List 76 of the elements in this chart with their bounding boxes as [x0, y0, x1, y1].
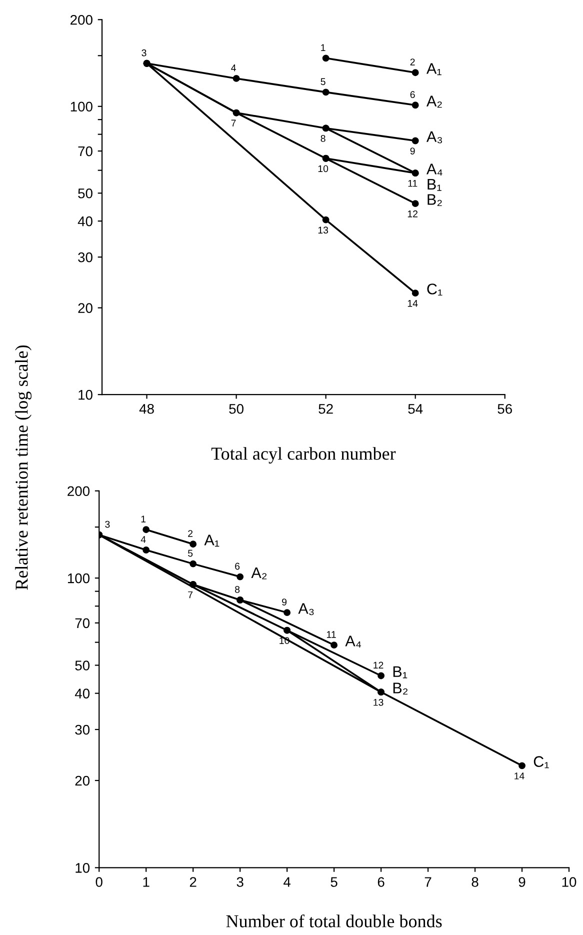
series-label: A₁	[204, 534, 220, 547]
annotation: 5	[320, 78, 326, 86]
x-tick-label: 0	[96, 877, 102, 887]
annotation: 14	[514, 772, 524, 780]
y-tick-label: 30	[75, 724, 90, 735]
y-tick-label: 200	[68, 486, 90, 496]
x-tick-label: 6	[378, 877, 384, 887]
series-label: A₂	[426, 96, 442, 108]
series-label: A₁	[426, 63, 442, 76]
x-axis-title: Number of total double bonds	[226, 914, 442, 928]
x-tick-label: 50	[229, 404, 244, 414]
y-tick-label: 40	[74, 688, 90, 698]
series-label: C₁	[427, 284, 442, 296]
annotation: 7	[231, 120, 236, 126]
annotation: 8	[320, 135, 326, 142]
y-tick-label: 100	[70, 102, 92, 112]
series-label: B₂	[428, 194, 442, 206]
series-label: B₂	[393, 682, 408, 695]
x-tick-label: 5	[330, 877, 338, 887]
y-tick-label: 50	[75, 660, 90, 670]
annotation: 3	[142, 49, 146, 56]
series-label: B₁	[393, 666, 408, 678]
y-tick-label: 70	[75, 618, 90, 628]
y-tick-label: 100	[68, 573, 90, 584]
x-tick-label: 7	[424, 877, 432, 887]
annotation: 10	[318, 165, 328, 172]
annotation: 12	[408, 210, 418, 218]
y-axis-title: Relative retention time (log scale)	[15, 345, 32, 590]
annotation: 2	[188, 530, 193, 537]
annotation: 12	[374, 662, 384, 669]
series-label: C₁	[534, 756, 549, 768]
series-label: A₄	[345, 636, 362, 648]
x-tick-label: 54	[408, 404, 423, 414]
y-tick-label: 30	[78, 252, 92, 262]
x-tick-label: 3	[236, 877, 244, 887]
x-tick-label: 56	[498, 404, 512, 414]
annotation: 6	[235, 562, 240, 570]
annotation: 13	[318, 226, 328, 234]
x-tick-label: 48	[139, 404, 154, 414]
x-tick-label: 1	[143, 877, 150, 887]
x-tick-label: 8	[472, 877, 478, 887]
x-tick-label: 10	[562, 877, 576, 887]
annotation: 13	[374, 698, 384, 706]
annotation: 1	[141, 516, 146, 522]
y-tick-label: 200	[70, 14, 92, 25]
x-tick-label: 2	[190, 877, 196, 887]
x-tick-label: 4	[284, 877, 291, 887]
y-tick-label: 10	[76, 863, 90, 873]
series-label: A₃	[298, 603, 314, 616]
annotation: 14	[408, 300, 418, 307]
y-tick-label: 40	[78, 216, 92, 226]
annotation: 8	[235, 586, 240, 593]
y-tick-label: 50	[78, 188, 92, 198]
x-axis-title: Total acyl carbon number	[211, 447, 396, 464]
annotation: 2	[410, 58, 415, 66]
annotation: 5	[188, 550, 193, 557]
annotation: 4	[140, 536, 146, 543]
annotation: 7	[188, 591, 193, 598]
series-label: A₄	[426, 164, 442, 176]
y-tick-label: 10	[78, 390, 92, 400]
series-label: B₁	[428, 179, 442, 191]
annotation: 4	[231, 64, 236, 72]
y-tick-label: 70	[78, 146, 92, 156]
annotation: 11	[326, 631, 336, 638]
annotation: 9	[282, 598, 287, 606]
y-tick-label: 20	[75, 776, 90, 786]
x-tick-label: 9	[518, 877, 526, 887]
series-label: A₃	[426, 131, 442, 144]
annotation: 9	[410, 148, 415, 154]
annotation: 11	[408, 180, 418, 187]
annotation: 3	[105, 520, 110, 528]
annotation: 6	[410, 91, 415, 98]
series-label: A₂	[251, 567, 267, 580]
annotation: 1	[321, 44, 326, 51]
x-tick-label: 52	[318, 404, 333, 414]
y-tick-label: 20	[78, 303, 92, 313]
